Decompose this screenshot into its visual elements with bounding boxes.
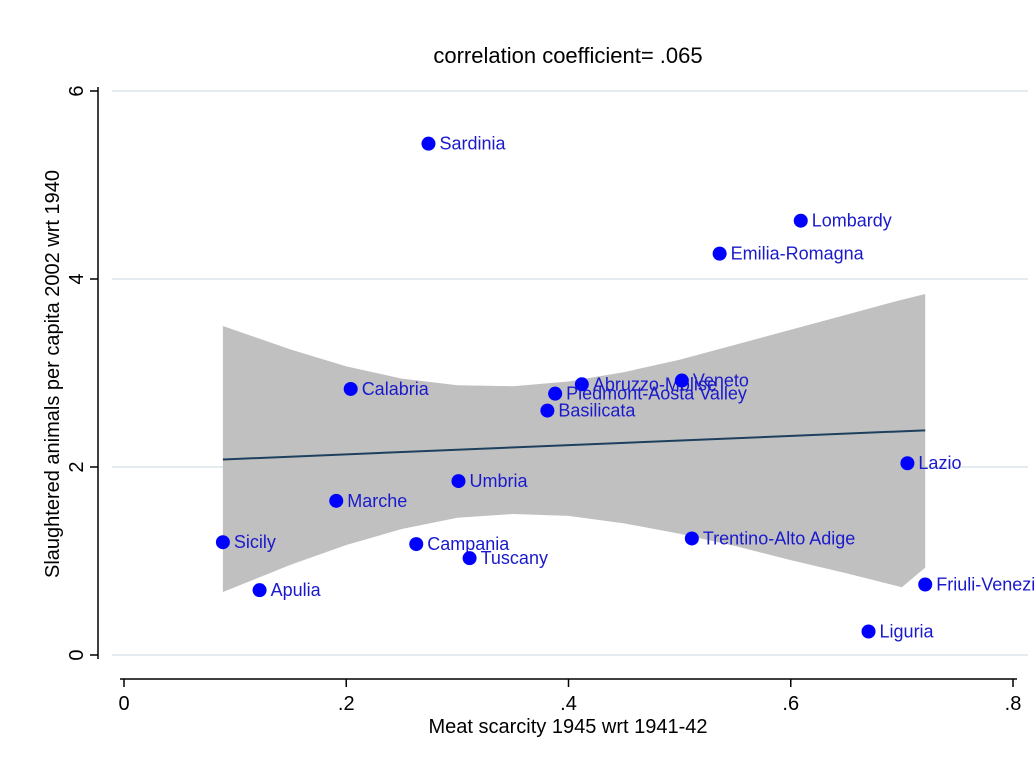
point-label: Emilia-Romagna (731, 244, 865, 264)
point-label: Lazio (918, 453, 961, 473)
data-point (574, 377, 589, 392)
data-point (215, 535, 230, 550)
data-point (462, 551, 477, 566)
confidence-band (222, 294, 926, 592)
data-point (861, 624, 876, 639)
data-point (252, 583, 267, 598)
point-label: Liguria (880, 622, 935, 642)
data-point (918, 577, 933, 592)
x-axis-label: Meat scarcity 1945 wrt 1941-42 (428, 716, 707, 738)
data-point (451, 474, 466, 489)
point-label: Lombardy (812, 211, 892, 231)
point-label: Calabria (362, 379, 430, 399)
point-label: Basilicata (558, 401, 636, 421)
point-label: Veneto (693, 371, 749, 391)
point-label: Campania (427, 534, 510, 554)
data-point (421, 136, 436, 151)
fit-line-layer (222, 429, 926, 461)
point-label: Trentino-Alto Adige (703, 528, 855, 548)
data-point (712, 246, 727, 261)
point-label: Piedmont-Aosta Valley (566, 384, 747, 404)
y-axis-label: Slaughtered animals per capita 2002 wrt … (42, 170, 64, 578)
x-tick-label: .6 (782, 693, 799, 715)
y-tick-label: 4 (66, 273, 88, 284)
data-point (548, 386, 563, 401)
data-point (674, 373, 689, 388)
data-point (684, 531, 699, 546)
y-tick-label: 2 (66, 461, 88, 472)
chart-title: correlation coefficient= .065 (433, 43, 702, 68)
point-label: Apulia (271, 580, 322, 600)
point-label: Friuli-Venezia Giulia (936, 575, 1036, 595)
data-point (900, 456, 915, 471)
x-tick-label: .8 (1005, 693, 1022, 715)
data-point (793, 213, 808, 228)
point-label: Tuscany (481, 548, 548, 568)
x-tick-label: .4 (560, 693, 577, 715)
data-point (343, 381, 358, 396)
confidence-band-layer (222, 294, 926, 592)
x-tick-label: 0 (118, 693, 129, 715)
fit-line (222, 429, 926, 461)
point-label: Sicily (234, 532, 276, 552)
data-point (540, 403, 555, 418)
data-point (329, 493, 344, 508)
y-tick-label: 6 (66, 85, 88, 96)
y-tick-label: 0 (66, 649, 88, 660)
data-point (409, 537, 424, 552)
point-label: Sardinia (439, 134, 506, 154)
x-tick-label: .2 (338, 693, 355, 715)
axis-layer: 0 2 4 6 0 .2 .4 .6 .8 (66, 85, 1021, 715)
point-label: Marche (347, 491, 407, 511)
point-label: Umbria (469, 471, 528, 491)
